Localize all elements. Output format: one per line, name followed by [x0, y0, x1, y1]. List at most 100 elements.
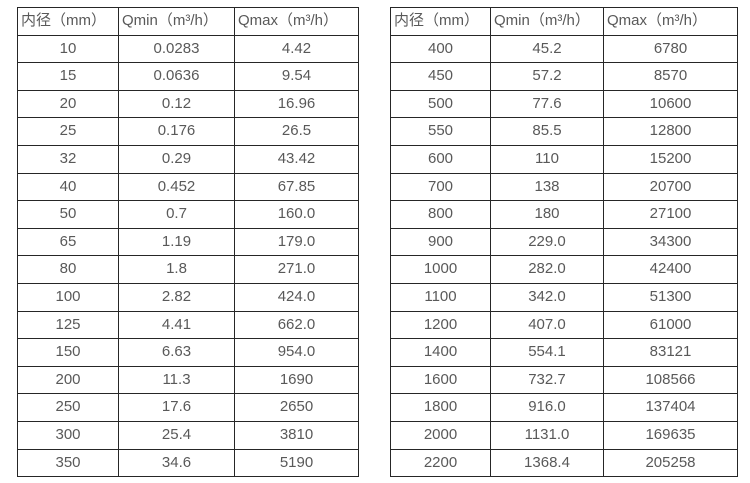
table-row: 100 2.82 424.0 [17, 282, 359, 312]
table-cell: 10600 [603, 89, 738, 119]
table-cell: 100 [17, 282, 119, 312]
table-cell: 500 [390, 89, 491, 119]
table-cell: 1.19 [118, 227, 235, 257]
table-cell: 20700 [603, 172, 738, 202]
table-cell: 4.41 [118, 310, 235, 340]
table-cell: 550 [390, 117, 491, 146]
table-row: 20 0.12 16.96 [17, 89, 359, 119]
table-row: 150 6.63 954.0 [17, 338, 359, 367]
table-row: 25 0.176 26.5 [17, 117, 359, 146]
table-cell: 0.12 [118, 89, 235, 119]
table-body: 400 45.2 6780 450 57.2 8570 500 77.6 10600 550 85.… [390, 34, 738, 478]
table-cell: 450 [390, 62, 491, 91]
table-cell: 200 [17, 365, 119, 395]
table-row: 1100 342.0 51300 [390, 282, 738, 312]
table-cell: 32 [17, 144, 119, 174]
table-cell: 1100 [390, 282, 491, 312]
table-cell: 250 [17, 393, 119, 422]
table-cell: 10 [17, 34, 119, 64]
table-cell: 916.0 [490, 393, 604, 422]
table-cell: 600 [390, 144, 491, 174]
table-cell: 350 [17, 448, 119, 478]
table-cell: 110 [490, 144, 604, 174]
table-cell: 61000 [603, 310, 738, 340]
col-header-qmax: Qmax（m³/h） [603, 7, 738, 36]
table-cell: 15 [17, 62, 119, 91]
table-cell: 1400 [390, 338, 491, 367]
table-cell: 15200 [603, 144, 738, 174]
table-cell: 954.0 [234, 338, 359, 367]
table-cell: 40 [17, 172, 119, 202]
table-cell: 65 [17, 227, 119, 257]
table-cell: 169635 [603, 420, 738, 450]
table-cell: 12800 [603, 117, 738, 146]
table-cell: 67.85 [234, 172, 359, 202]
table-cell: 160.0 [234, 200, 359, 229]
table-cell: 900 [390, 227, 491, 257]
table-cell: 0.29 [118, 144, 235, 174]
table-row: 80 1.8 271.0 [17, 255, 359, 284]
table-cell: 1131.0 [490, 420, 604, 450]
table-cell: 1.8 [118, 255, 235, 284]
table-cell: 108566 [603, 365, 738, 395]
table-cell: 180 [490, 200, 604, 229]
table-cell: 16.96 [234, 89, 359, 119]
table-cell: 25.4 [118, 420, 235, 450]
header-row: 内径（mm） Qmin（m³/h） Qmax（m³/h） [390, 7, 738, 36]
table-cell: 34.6 [118, 448, 235, 478]
table-row: 400 45.2 6780 [390, 34, 738, 64]
table-cell: 125 [17, 310, 119, 340]
table-body: 10 0.0283 4.42 15 0.0636 9.54 20 0.12 16.96 25 0.1… [17, 34, 359, 478]
table-row: 600 110 15200 [390, 144, 738, 174]
table-cell: 554.1 [490, 338, 604, 367]
table-row: 350 34.6 5190 [17, 448, 359, 478]
table-cell: 700 [390, 172, 491, 202]
table-cell: 662.0 [234, 310, 359, 340]
col-header-qmin: Qmin（m³/h） [490, 7, 604, 36]
table-cell: 83121 [603, 338, 738, 367]
table-cell: 26.5 [234, 117, 359, 146]
table-row: 1200 407.0 61000 [390, 310, 738, 340]
table-cell: 205258 [603, 448, 738, 478]
table-row: 800 180 27100 [390, 200, 738, 229]
table-row: 550 85.5 12800 [390, 117, 738, 146]
table-row: 65 1.19 179.0 [17, 227, 359, 257]
table-cell: 20 [17, 89, 119, 119]
table-cell: 0.7 [118, 200, 235, 229]
table-cell: 17.6 [118, 393, 235, 422]
table-cell: 1600 [390, 365, 491, 395]
table-row: 32 0.29 43.42 [17, 144, 359, 174]
table-cell: 0.0283 [118, 34, 235, 64]
table-cell: 400 [390, 34, 491, 64]
table-cell: 3810 [234, 420, 359, 450]
table-cell: 1800 [390, 393, 491, 422]
table-cell: 42400 [603, 255, 738, 284]
table-cell: 0.452 [118, 172, 235, 202]
table-cell: 80 [17, 255, 119, 284]
table-cell: 34300 [603, 227, 738, 257]
table-cell: 2.82 [118, 282, 235, 312]
table-cell: 57.2 [490, 62, 604, 91]
table-cell: 43.42 [234, 144, 359, 174]
table-cell: 138 [490, 172, 604, 202]
table-cell: 2000 [390, 420, 491, 450]
table-row: 1000 282.0 42400 [390, 255, 738, 284]
table-row: 900 229.0 34300 [390, 227, 738, 257]
table-row: 2200 1368.4 205258 [390, 448, 738, 478]
table-row: 2000 1131.0 169635 [390, 420, 738, 450]
flow-table-small-diameters: 内径（mm） Qmin（m³/h） Qmax（m³/h） 10 0.0283 4.4… [17, 7, 359, 478]
table-cell: 45.2 [490, 34, 604, 64]
table-cell: 1200 [390, 310, 491, 340]
table-row: 1400 554.1 83121 [390, 338, 738, 367]
table-cell: 4.42 [234, 34, 359, 64]
table-cell: 2200 [390, 448, 491, 478]
table-cell: 27100 [603, 200, 738, 229]
table-cell: 0.0636 [118, 62, 235, 91]
table-cell: 800 [390, 200, 491, 229]
table-cell: 1368.4 [490, 448, 604, 478]
table-row: 300 25.4 3810 [17, 420, 359, 450]
table-row: 50 0.7 160.0 [17, 200, 359, 229]
table-cell: 2650 [234, 393, 359, 422]
table-row: 1800 916.0 137404 [390, 393, 738, 422]
